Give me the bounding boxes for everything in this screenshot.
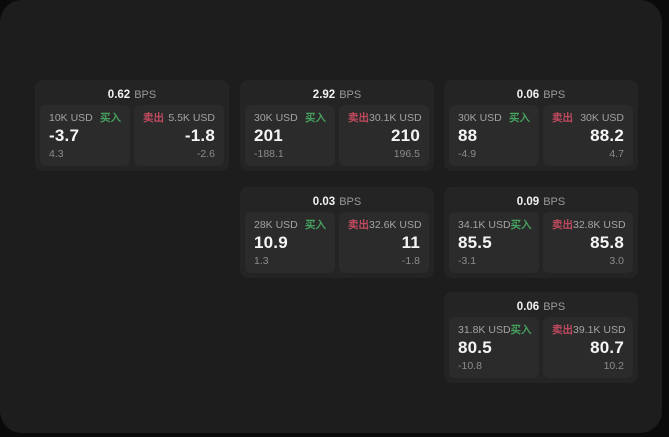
sell-button[interactable]: 卖出 (552, 324, 573, 336)
bps-value: 0.62 (107, 89, 131, 101)
sell-button[interactable]: 卖出 (552, 219, 573, 231)
buy-size-label: 10K USD (49, 112, 93, 124)
buy-size-label: 34.1K USD (458, 219, 511, 231)
sell-quote-panel[interactable]: 卖出 30.1K USD 210 196.5 (339, 105, 429, 166)
buy-delta: -10.8 (458, 360, 482, 372)
sell-button[interactable]: 卖出 (143, 112, 164, 124)
sell-price: 85.8 (590, 233, 624, 252)
bps-unit-label: BPS (543, 89, 566, 101)
buy-button[interactable]: 买入 (305, 112, 326, 124)
bps-unit-label: BPS (339, 89, 362, 101)
buy-button[interactable]: 买入 (510, 219, 532, 231)
sell-price: 80.7 (590, 338, 624, 357)
sell-size-label: 32.8K USD (573, 219, 626, 231)
bps-value: 0.06 (516, 301, 540, 313)
sell-size-label: 39.1K USD (573, 324, 626, 336)
sell-button[interactable]: 卖出 (348, 219, 369, 231)
sell-quote-panel[interactable]: 卖出 30K USD 88.2 4.7 (543, 105, 633, 166)
card-header: 0.06 BPS (449, 297, 633, 317)
sell-delta: -1.8 (401, 255, 420, 267)
buy-button[interactable]: 买入 (509, 112, 530, 124)
buy-size-label: 28K USD (254, 219, 298, 231)
card-header: 2.92 BPS (245, 85, 429, 105)
quote-card: 2.92 BPS 30K USD 买入 201 -188.1 卖出 30.1K … (240, 80, 434, 171)
bps-unit-label: BPS (543, 301, 566, 313)
buy-delta: 1.3 (254, 255, 269, 267)
buy-price: 88 (458, 126, 478, 145)
sell-delta: 10.2 (603, 360, 624, 372)
sell-delta: -2.6 (196, 148, 215, 160)
card-header: 0.62 BPS (40, 85, 224, 105)
sell-quote-panel[interactable]: 卖出 32.6K USD 11 -1.8 (339, 212, 429, 273)
sell-delta: 196.5 (393, 148, 420, 160)
sell-price: -1.8 (184, 126, 215, 145)
buy-size-label: 30K USD (458, 112, 502, 124)
buy-price: -3.7 (49, 126, 80, 145)
sell-size-label: 30.1K USD (369, 112, 422, 124)
buy-quote-panel[interactable]: 30K USD 买入 88 -4.9 (449, 105, 539, 166)
buy-button[interactable]: 买入 (305, 219, 326, 231)
card-header: 0.09 BPS (449, 192, 633, 212)
bps-unit-label: BPS (339, 196, 362, 208)
buy-quote-panel[interactable]: 10K USD 买入 -3.7 4.3 (40, 105, 130, 166)
buy-delta: -3.1 (458, 255, 477, 267)
buy-quote-panel[interactable]: 34.1K USD 买入 85.5 -3.1 (449, 212, 539, 273)
buy-button[interactable]: 买入 (100, 112, 121, 124)
buy-quote-panel[interactable]: 30K USD 买入 201 -188.1 (245, 105, 335, 166)
buy-size-label: 31.8K USD (458, 324, 511, 336)
sell-quote-panel[interactable]: 卖出 39.1K USD 80.7 10.2 (543, 317, 633, 378)
buy-size-label: 30K USD (254, 112, 298, 124)
bps-value: 0.09 (516, 196, 540, 208)
sell-price: 11 (401, 233, 420, 252)
buy-price: 10.9 (254, 233, 288, 252)
buy-delta: -188.1 (254, 148, 284, 160)
sell-quote-panel[interactable]: 卖出 32.8K USD 85.8 3.0 (543, 212, 633, 273)
bps-value: 0.06 (516, 89, 540, 101)
sell-delta: 3.0 (609, 255, 624, 267)
buy-button[interactable]: 买入 (510, 324, 532, 336)
quote-card: 0.62 BPS 10K USD 买入 -3.7 4.3 卖出 5.5K USD… (35, 80, 229, 171)
buy-quote-panel[interactable]: 31.8K USD 买入 80.5 -10.8 (449, 317, 539, 378)
sell-button[interactable]: 卖出 (348, 112, 369, 124)
bps-value: 0.03 (312, 196, 336, 208)
sell-price: 210 (391, 126, 420, 145)
quote-card: 0.09 BPS 34.1K USD 买入 85.5 -3.1 卖出 32.8K… (444, 187, 638, 278)
sell-size-label: 32.6K USD (369, 219, 422, 231)
sell-price: 88.2 (590, 126, 624, 145)
sell-size-label: 30K USD (580, 112, 624, 124)
card-header: 0.03 BPS (245, 192, 429, 212)
sell-button[interactable]: 卖出 (552, 112, 573, 124)
quote-card: 0.06 BPS 30K USD 买入 88 -4.9 卖出 30K USD 8… (444, 80, 638, 171)
bps-value: 2.92 (312, 89, 336, 101)
bps-unit-label: BPS (134, 89, 157, 101)
buy-price: 80.5 (458, 338, 492, 357)
buy-price: 201 (254, 126, 283, 145)
buy-delta: -4.9 (458, 148, 477, 160)
sell-size-label: 5.5K USD (168, 112, 215, 124)
buy-price: 85.5 (458, 233, 492, 252)
sell-delta: 4.7 (609, 148, 624, 160)
buy-delta: 4.3 (49, 148, 64, 160)
quote-card: 0.03 BPS 28K USD 买入 10.9 1.3 卖出 32.6K US… (240, 187, 434, 278)
sell-quote-panel[interactable]: 卖出 5.5K USD -1.8 -2.6 (134, 105, 224, 166)
buy-quote-panel[interactable]: 28K USD 买入 10.9 1.3 (245, 212, 335, 273)
quote-card: 0.06 BPS 31.8K USD 买入 80.5 -10.8 卖出 39.1… (444, 292, 638, 383)
bps-unit-label: BPS (543, 196, 566, 208)
card-header: 0.06 BPS (449, 85, 633, 105)
